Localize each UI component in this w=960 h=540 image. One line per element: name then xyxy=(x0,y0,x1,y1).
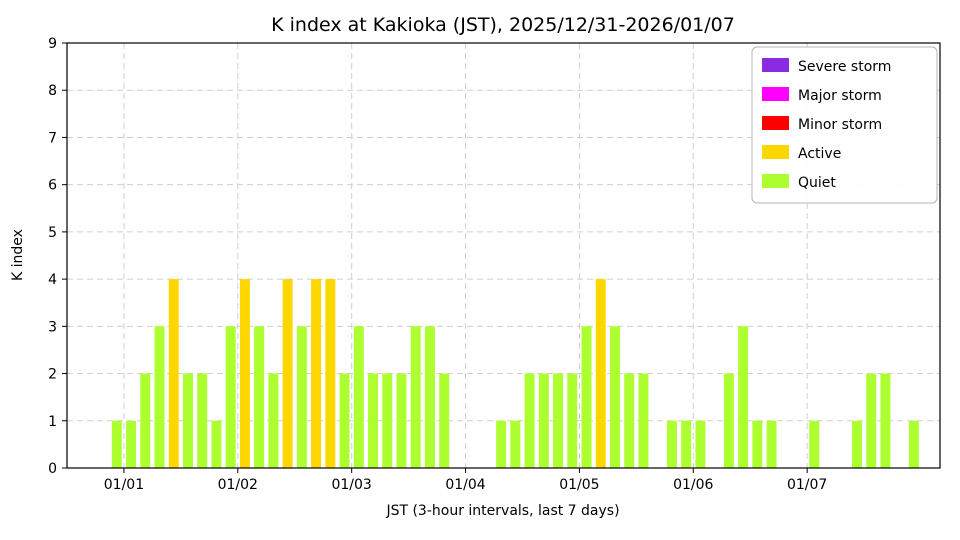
x-tick-label: 01/06 xyxy=(673,477,713,493)
k-bar xyxy=(154,326,165,468)
k-bar xyxy=(610,326,620,468)
k-bar xyxy=(538,373,549,468)
k-bar xyxy=(666,420,677,468)
legend-label: Quiet xyxy=(798,175,836,191)
k-bar xyxy=(809,420,820,468)
k-bar xyxy=(581,326,592,468)
y-tick-label: 6 xyxy=(48,178,57,194)
x-tick-label: 01/07 xyxy=(787,477,827,493)
k-bar xyxy=(410,326,421,468)
k-bar xyxy=(851,420,862,468)
k-bar xyxy=(168,279,179,468)
x-tick-label: 01/01 xyxy=(104,477,144,493)
k-bar xyxy=(311,279,322,468)
k-bar xyxy=(595,279,606,468)
x-axis-label: JST (3-hour intervals, last 7 days) xyxy=(385,503,619,519)
k-bar xyxy=(239,279,250,468)
k-bar xyxy=(908,420,919,468)
k-bar xyxy=(254,326,265,468)
legend-label: Active xyxy=(798,146,841,162)
y-tick-label: 2 xyxy=(48,367,57,383)
y-tick-label: 1 xyxy=(48,414,57,430)
k-bar xyxy=(126,420,137,468)
k-bar xyxy=(695,420,706,468)
k-bar xyxy=(353,326,364,468)
y-axis-label: K index xyxy=(10,229,26,281)
x-tick-label: 01/02 xyxy=(218,477,258,493)
k-bar xyxy=(439,373,450,468)
k-bar xyxy=(424,326,435,468)
k-bar xyxy=(766,420,777,468)
k-bar xyxy=(496,420,507,468)
y-tick-label: 4 xyxy=(48,272,57,288)
k-bar xyxy=(339,373,350,468)
k-bar xyxy=(880,373,891,468)
k-bar xyxy=(140,373,151,468)
plot-border xyxy=(66,42,941,469)
x-tick-label: 01/05 xyxy=(559,477,599,493)
k-index-bars xyxy=(111,279,919,468)
k-bar xyxy=(211,420,222,468)
legend-swatch xyxy=(762,87,789,101)
legend-swatch xyxy=(762,145,789,159)
k-bar xyxy=(510,420,521,468)
k-bar xyxy=(866,373,877,468)
x-tick-label: 01/04 xyxy=(445,477,485,493)
y-tick-label: 9 xyxy=(48,36,57,52)
legend-swatch xyxy=(762,116,789,130)
k-bar xyxy=(111,420,122,468)
legend: Severe storm Major storm Minor storm Active… xyxy=(751,46,938,204)
x-tick-label: 01/03 xyxy=(331,477,371,493)
k-bar xyxy=(752,420,763,468)
k-bar xyxy=(368,373,379,468)
k-bar xyxy=(382,373,393,468)
k-bar xyxy=(225,326,236,468)
k-bar xyxy=(553,373,564,468)
legend-box xyxy=(751,46,938,204)
y-tick-label: 3 xyxy=(48,319,57,335)
legend-swatch xyxy=(762,174,789,188)
k-bar xyxy=(567,373,578,468)
k-bar xyxy=(723,373,734,468)
legend-label: Minor storm xyxy=(798,117,882,133)
k-bar xyxy=(296,326,307,468)
y-tick-label: 0 xyxy=(48,461,57,477)
y-tick-label: 5 xyxy=(48,225,57,241)
k-bar xyxy=(268,373,279,468)
y-tick-label: 7 xyxy=(48,130,57,146)
k-bar xyxy=(325,279,336,468)
k-bar xyxy=(197,373,208,468)
y-tick-label: 8 xyxy=(48,83,57,99)
k-bar xyxy=(282,279,293,468)
k-bar xyxy=(183,373,193,468)
k-bar xyxy=(638,373,649,468)
legend-swatch xyxy=(762,58,789,72)
chart-title: K index at Kakioka (JST), 2025/12/31-202… xyxy=(271,14,735,36)
k-bar xyxy=(738,326,749,468)
x-axis-ticks: 01/01 01/02 01/03 01/04 01/05 01/06 01/07 xyxy=(104,468,827,493)
legend-label: Severe storm xyxy=(798,59,891,75)
y-axis-ticks: 0 1 2 3 4 5 6 7 8 9 xyxy=(48,36,67,477)
k-bar xyxy=(624,373,635,468)
legend-label: Major storm xyxy=(798,88,882,104)
k-bar xyxy=(681,420,692,468)
k-bar xyxy=(524,373,535,468)
k-bar xyxy=(396,373,407,468)
